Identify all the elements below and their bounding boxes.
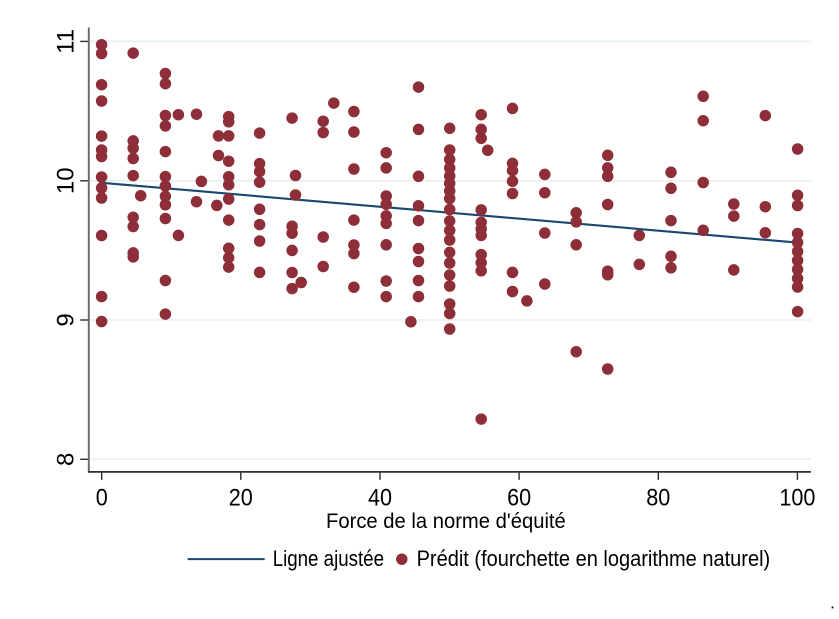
svg-text:60: 60 — [507, 483, 531, 510]
svg-text:11: 11 — [53, 29, 80, 54]
svg-text:8: 8 — [53, 453, 80, 466]
svg-text:Prédit (fourchette en logarith: Prédit (fourchette en logarithme naturel… — [417, 546, 771, 571]
svg-text:20: 20 — [229, 483, 253, 510]
svg-text:9: 9 — [53, 313, 80, 326]
svg-text:100: 100 — [779, 483, 815, 510]
svg-text:80: 80 — [646, 483, 670, 510]
svg-text:Force de la norme d'équité: Force de la norme d'équité — [326, 509, 566, 533]
svg-text:Ligne ajustée: Ligne ajustée — [273, 546, 384, 571]
svg-text:40: 40 — [368, 483, 392, 510]
svg-text:10: 10 — [53, 167, 80, 194]
svg-text:0: 0 — [96, 483, 108, 510]
